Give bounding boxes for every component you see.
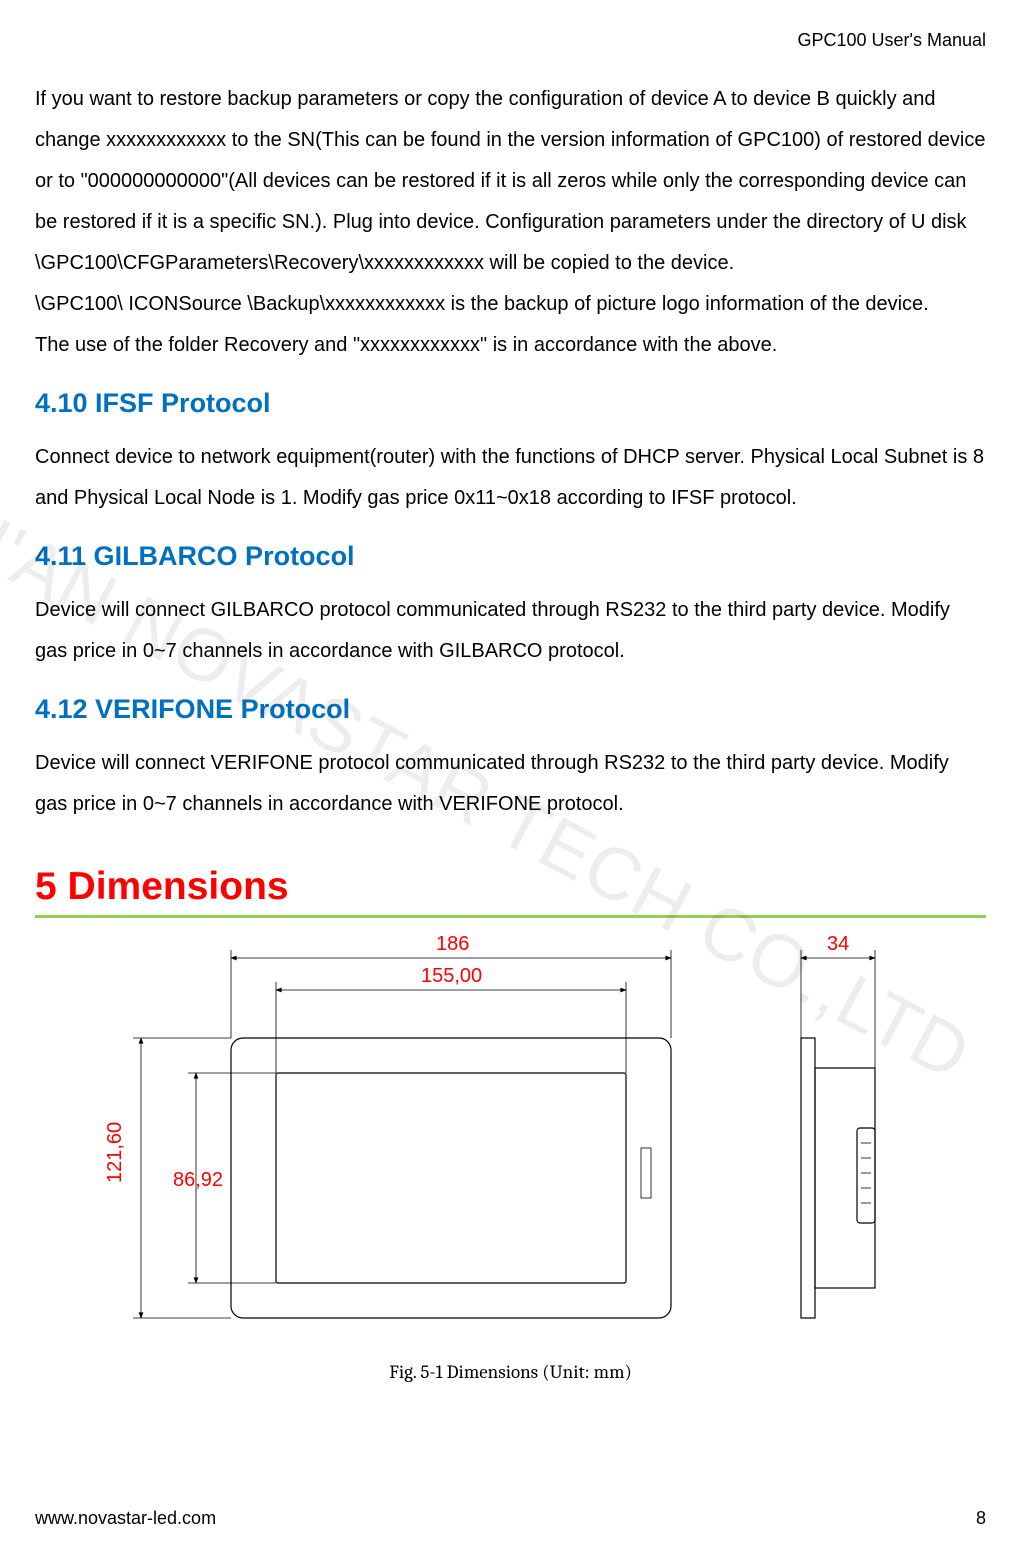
paragraph-2: \GPC100\ ICONSource \Backup\xxxxxxxxxxxx… bbox=[35, 284, 986, 325]
header-title: GPC100 User's Manual bbox=[35, 30, 986, 51]
section-4-12-title: 4.12 VERIFONE Protocol bbox=[35, 694, 986, 725]
footer: www.novastar-led.com 8 bbox=[35, 1508, 986, 1529]
footer-url: www.novastar-led.com bbox=[35, 1508, 216, 1529]
section-4-11-text: Device will connect GILBARCO protocol co… bbox=[35, 590, 986, 672]
footer-page: 8 bbox=[976, 1508, 986, 1529]
section-4-10-title: 4.10 IFSF Protocol bbox=[35, 388, 986, 419]
figure-caption: Fig. 5-1 Dimensions (Unit: mm) bbox=[35, 1361, 986, 1383]
section-4-12-text: Device will connect VERIFONE protocol co… bbox=[35, 743, 986, 825]
dim-inner-width: 155,00 bbox=[421, 965, 482, 987]
dimensions-svg: 186 155,00 121,60 86,92 bbox=[101, 928, 921, 1348]
chapter-5-title: 5 Dimensions bbox=[35, 865, 986, 909]
page: XI'AN NOVASTAR TECH CO.,LTD GPC100 User'… bbox=[0, 0, 1021, 1557]
chapter-rule bbox=[35, 915, 986, 918]
paragraph-1: If you want to restore backup parameters… bbox=[35, 79, 986, 284]
section-4-11-title: 4.11 GILBARCO Protocol bbox=[35, 541, 986, 572]
dim-outer-height: 121,60 bbox=[104, 1122, 126, 1183]
dim-outer-width: 186 bbox=[436, 933, 469, 955]
paragraph-3: The use of the folder Recovery and "xxxx… bbox=[35, 325, 986, 366]
section-4-10-text: Connect device to network equipment(rout… bbox=[35, 437, 986, 519]
dim-inner-height: 86,92 bbox=[173, 1169, 223, 1191]
dim-depth: 34 bbox=[827, 933, 849, 955]
dimensions-figure: 186 155,00 121,60 86,92 bbox=[35, 928, 986, 1383]
